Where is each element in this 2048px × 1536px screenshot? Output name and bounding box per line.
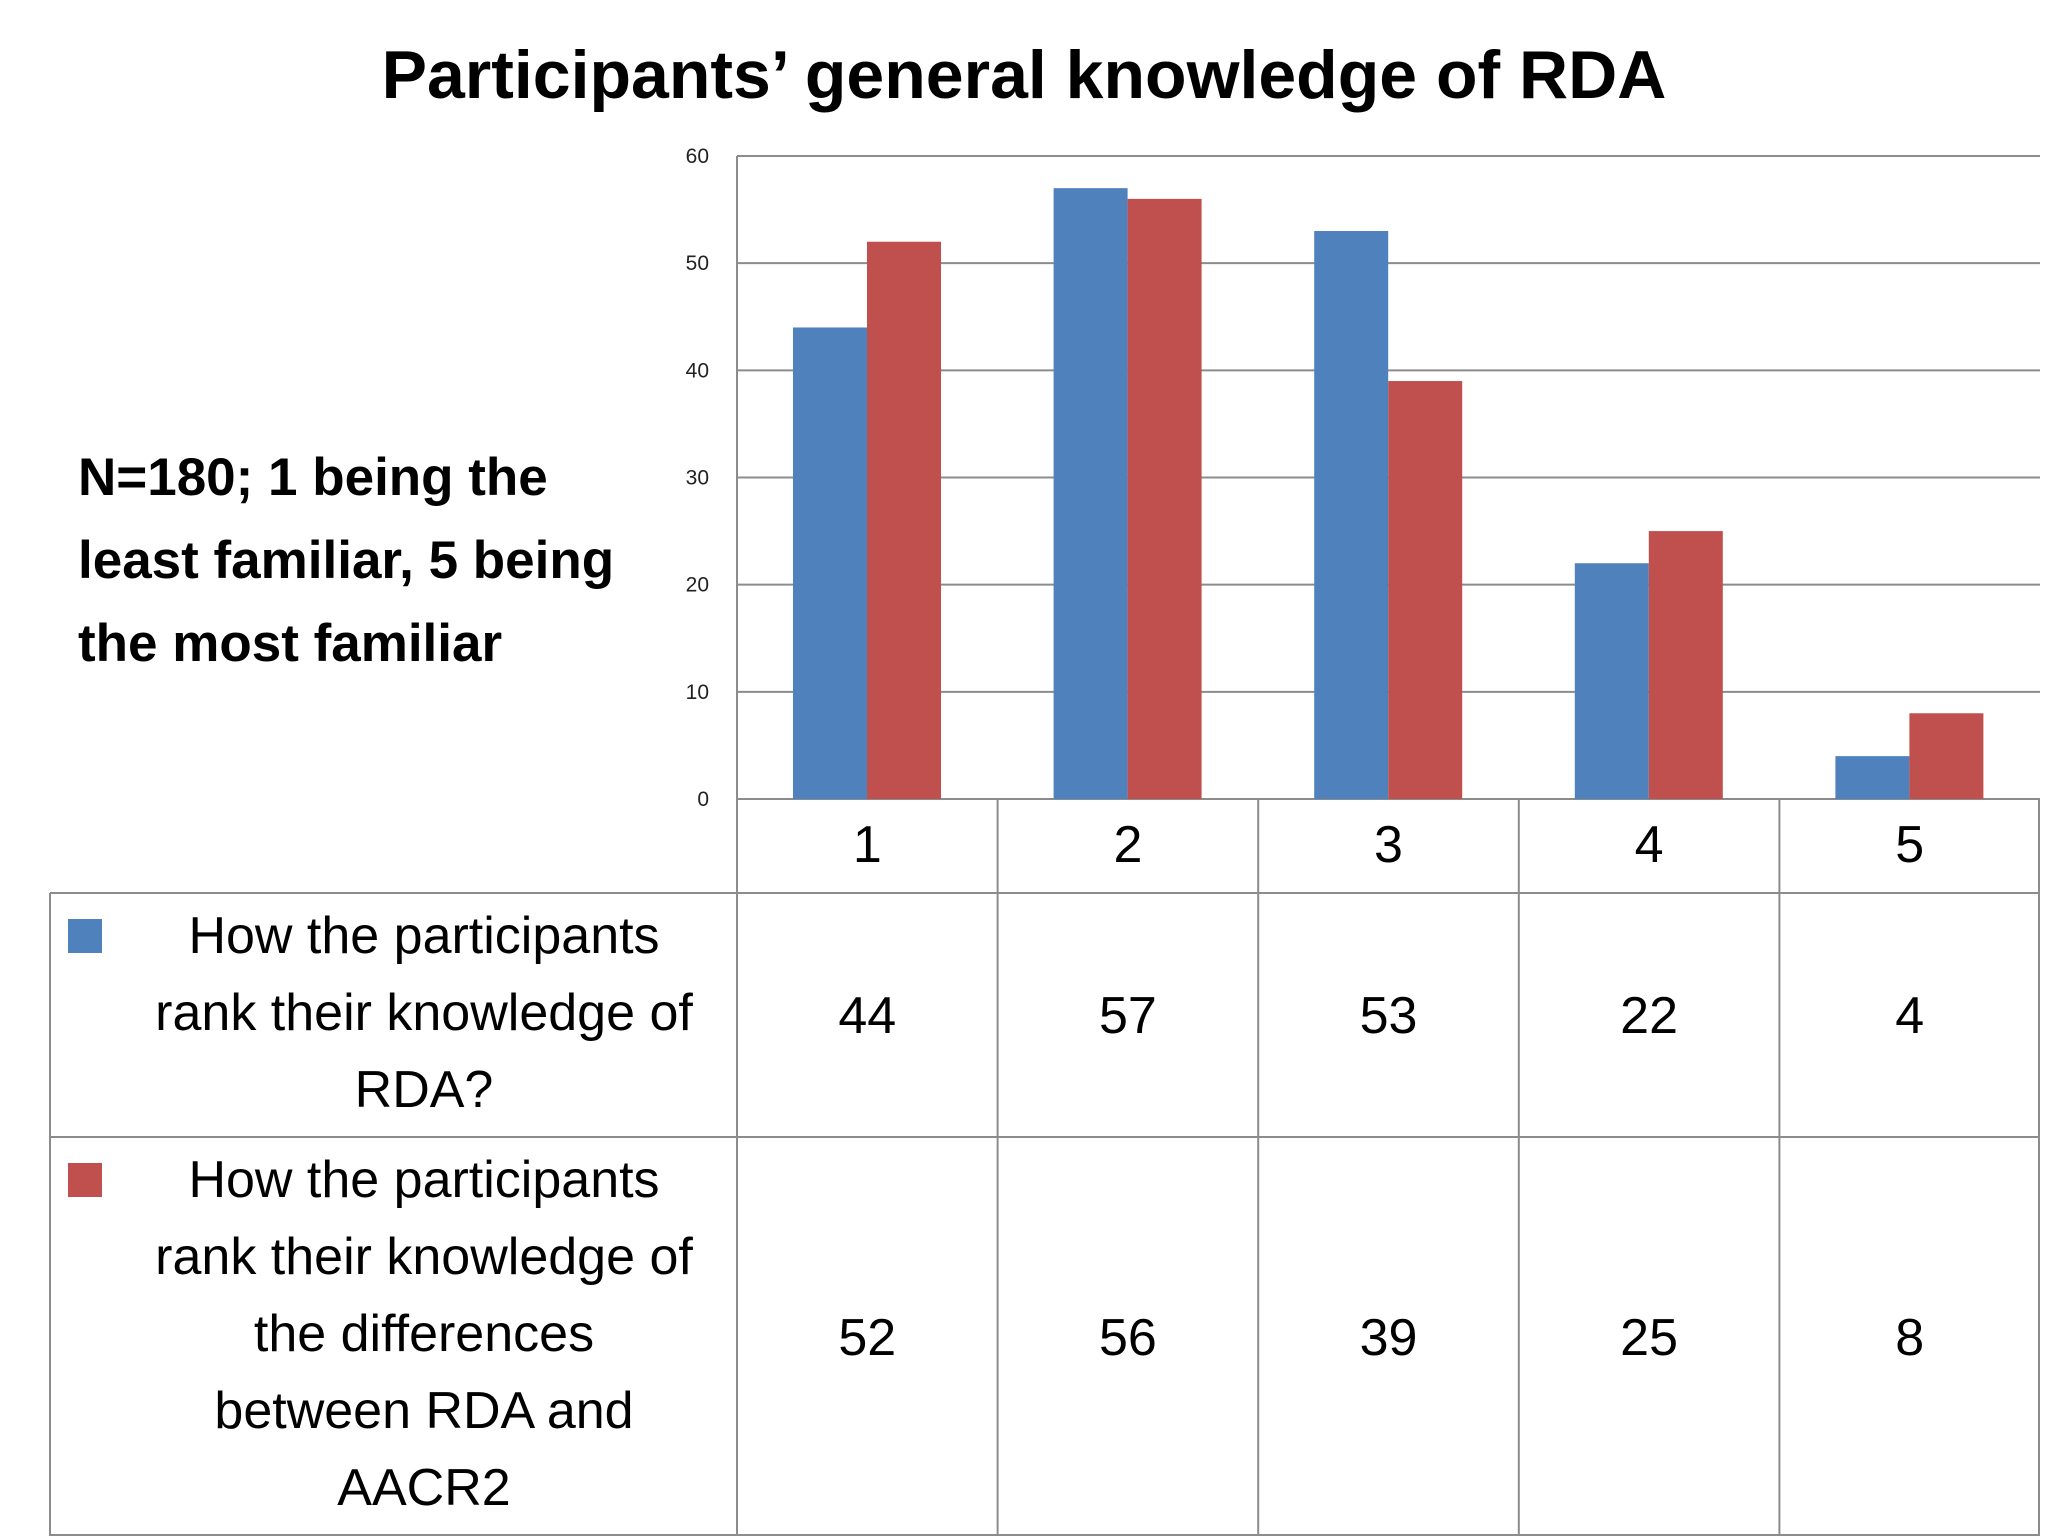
bar-series-2-cat-2 <box>1127 198 1202 799</box>
y-tick-label: 50 <box>686 252 709 275</box>
table-value-cell: 53 <box>1360 987 1418 1045</box>
bar-series-1-cat-4 <box>1574 563 1649 799</box>
bar-series-2-cat-5 <box>1909 713 1984 799</box>
bar-series-2-cat-4 <box>1648 531 1723 799</box>
chart-title: Participants’ general knowledge of RDA <box>381 37 1667 113</box>
y-tick-label: 20 <box>686 574 709 597</box>
series-name-label: How the participants rank their knowledge… <box>155 1151 693 1517</box>
table-value-cell: 56 <box>1099 1309 1157 1367</box>
bar-series-1-cat-5 <box>1835 756 1910 799</box>
table-value-cell: 52 <box>838 1309 896 1367</box>
bar-series-1-cat-3 <box>1314 231 1389 799</box>
bars <box>793 188 1984 799</box>
table-value-cell: 57 <box>1099 987 1157 1045</box>
table-value-cell: 25 <box>1620 1309 1678 1367</box>
bar-series-1-cat-2 <box>1053 188 1128 799</box>
sample-note: N=180; 1 being the least familiar, 5 bei… <box>78 448 615 673</box>
legend-key-series-2 <box>68 1163 102 1197</box>
y-tick-label: 30 <box>686 467 709 490</box>
table-value-cell: 4 <box>1895 987 1924 1045</box>
x-category-label: 4 <box>1635 816 1664 874</box>
y-tick-label: 10 <box>686 681 709 704</box>
x-category-label: 1 <box>853 816 882 874</box>
bar-series-2-cat-3 <box>1388 381 1463 799</box>
x-category-label: 2 <box>1113 816 1142 874</box>
y-tick-label: 0 <box>697 788 709 811</box>
table-value-cell: 44 <box>838 987 896 1045</box>
y-axis-ticks: 0 10 20 30 40 50 60 <box>686 145 709 811</box>
table-value-cell: 22 <box>1620 987 1678 1045</box>
y-tick-label: 60 <box>686 145 709 168</box>
legend-key-series-1 <box>68 919 102 953</box>
table-value-cell: 8 <box>1895 1309 1924 1367</box>
data-table: 1 2 3 4 5 How the participants rank their know… <box>49 799 2040 1536</box>
bar-series-2-cat-1 <box>867 241 941 799</box>
x-category-label: 5 <box>1895 816 1924 874</box>
bar-series-1-cat-1 <box>793 327 867 799</box>
table-value-cell: 39 <box>1360 1309 1418 1367</box>
x-category-label: 3 <box>1374 816 1403 874</box>
series-name-label: How the participants rank their knowledge… <box>155 907 693 1119</box>
y-tick-label: 40 <box>686 359 709 382</box>
